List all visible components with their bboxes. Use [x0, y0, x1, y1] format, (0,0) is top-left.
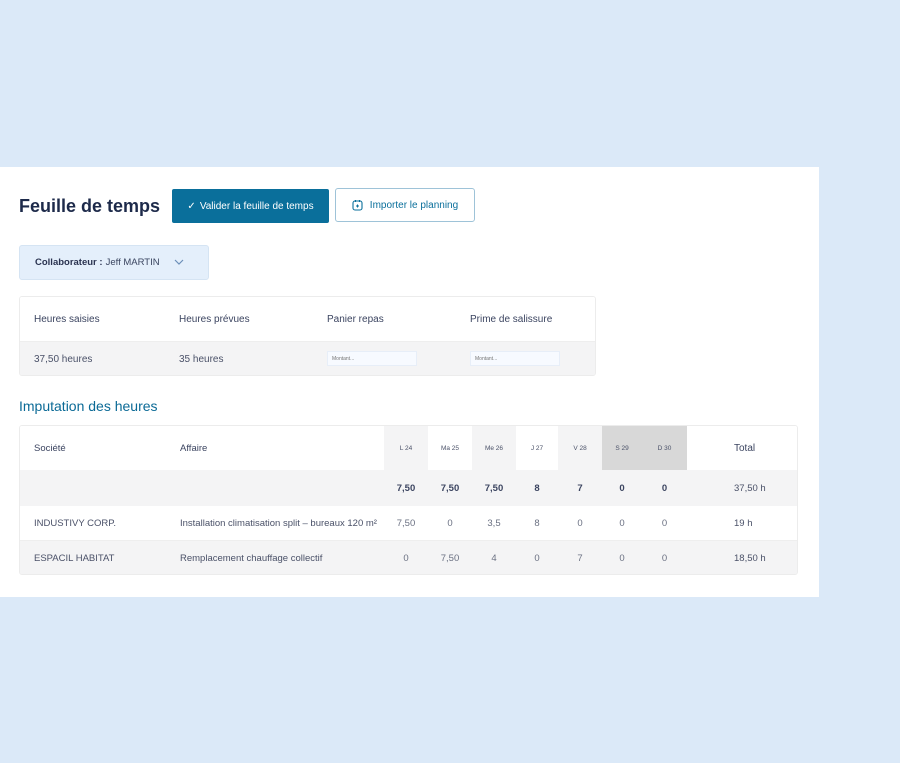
summary-table: Heures saisies Heures prévues Panier rep…: [19, 296, 596, 376]
summary-header: Heures saisies Heures prévues Panier rep…: [20, 297, 595, 342]
row-day-v28[interactable]: 0: [577, 517, 583, 529]
total-day-l24: 7,50: [396, 482, 416, 494]
chevron-down-icon: [174, 257, 184, 268]
header-dirt-bonus: Prime de salissure: [470, 313, 553, 325]
row-project: Installation climatisation split – burea…: [180, 517, 377, 529]
row-day-l24[interactable]: 7,50: [396, 517, 416, 529]
row-total: 19 h: [734, 517, 753, 529]
table-header-row: Société Affaire L 24 Ma 25 Me 26 J 27 V …: [20, 426, 797, 471]
row-day-l24[interactable]: 0: [403, 552, 409, 564]
total-day-v28: 7: [577, 482, 583, 494]
import-planning-button[interactable]: Importer le planning: [335, 188, 475, 222]
column-day-d30: D 30: [642, 426, 687, 470]
summary-row: 37,50 heures 35 heures: [20, 342, 595, 375]
collaborator-label: Collaborateur :: [35, 257, 103, 268]
row-day-me26[interactable]: 4: [491, 552, 497, 564]
check-icon: ✓: [187, 200, 196, 212]
column-day-me26: Me 26: [472, 426, 516, 470]
row-day-ma25[interactable]: 0: [447, 517, 453, 529]
column-day-l24: L 24: [384, 426, 428, 470]
row-day-d30[interactable]: 0: [661, 517, 668, 529]
header-hours-planned: Heures prévues: [179, 313, 250, 325]
row-day-j27[interactable]: 8: [534, 517, 540, 529]
header-hours-entered: Heures saisies: [34, 313, 100, 325]
column-company: Société: [34, 442, 66, 454]
row-total: 18,50 h: [734, 552, 766, 564]
row-company: INDUSTIVY CORP.: [34, 517, 117, 529]
imputation-table: Société Affaire L 24 Ma 25 Me 26 J 27 V …: [19, 425, 798, 575]
dirt-bonus-input[interactable]: [470, 351, 560, 366]
total-day-s29: 0: [619, 482, 625, 494]
collaborator-value: Jeff MARTIN: [105, 257, 160, 268]
total-day-j27: 8: [534, 482, 540, 494]
table-row[interactable]: INDUSTIVY CORP. Installation climatisati…: [20, 506, 797, 541]
page-title: Feuille de temps: [19, 196, 161, 216]
column-project: Affaire: [180, 442, 208, 454]
grand-total: 37,50 h: [734, 482, 766, 494]
column-day-j27: J 27: [516, 426, 558, 470]
total-day-me26: 7,50: [484, 482, 504, 494]
total-day-d30: 0: [661, 482, 668, 494]
row-project: Remplacement chauffage collectif: [180, 552, 323, 564]
table-row[interactable]: ESPACIL HABITAT Remplacement chauffage c…: [20, 541, 797, 574]
validate-timesheet-button[interactable]: ✓ Valider la feuille de temps: [172, 189, 329, 223]
calendar-plus-icon: [352, 200, 363, 211]
row-day-d30[interactable]: 0: [661, 552, 668, 564]
section-title-imputation: Imputation des heures: [19, 398, 158, 414]
hours-entered-value: 37,50 heures: [34, 354, 93, 365]
total-day-ma25: 7,50: [440, 482, 460, 494]
column-day-ma25: Ma 25: [428, 426, 472, 470]
row-day-j27[interactable]: 0: [534, 552, 540, 564]
column-day-v28: V 28: [558, 426, 602, 470]
hours-planned-value: 35 heures: [179, 354, 224, 365]
header-meal-allowance: Panier repas: [327, 313, 384, 325]
totals-row: 7,50 7,50 7,50 8 7 0 0 37,50 h: [20, 470, 797, 507]
row-day-s29[interactable]: 0: [619, 552, 625, 564]
row-company: ESPACIL HABITAT: [34, 552, 115, 564]
row-day-v28[interactable]: 7: [577, 552, 583, 564]
meal-allowance-input[interactable]: [327, 351, 417, 366]
row-day-me26[interactable]: 3,5: [487, 517, 501, 529]
row-day-ma25[interactable]: 7,50: [440, 552, 460, 564]
row-day-s29[interactable]: 0: [619, 517, 625, 529]
collaborator-select[interactable]: Collaborateur : Jeff MARTIN: [19, 245, 209, 280]
column-total: Total: [734, 442, 756, 454]
column-day-s29: S 29: [602, 426, 642, 470]
